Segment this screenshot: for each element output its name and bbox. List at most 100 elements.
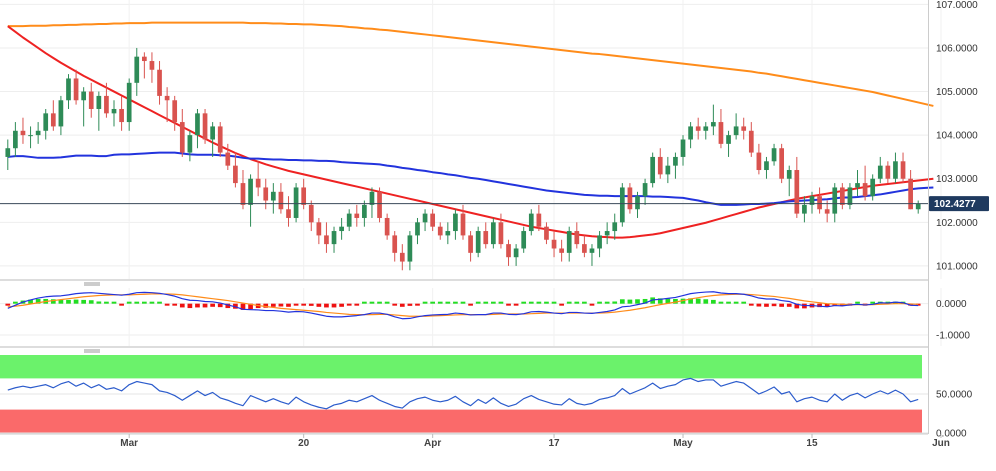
macd-histogram-bar [248,303,253,310]
candle-body [195,113,200,136]
price-y-tick-label: 102.0000 [936,218,978,229]
candle-body [870,178,876,197]
candle [483,222,489,249]
candle [278,183,284,214]
candle-body [202,113,208,140]
candle-body [673,156,678,166]
macd-histogram-bar [612,301,618,304]
macd-histogram-bar [498,301,504,304]
price-plot-background [0,0,928,279]
candle-body [908,178,913,210]
macd-line-series [7,291,919,320]
macd-histogram-bar [346,303,352,306]
candle-body [286,209,291,218]
macd-histogram-bar [619,299,625,304]
macd-histogram-bar [490,301,496,304]
candle [453,209,458,240]
macd-histogram-bar [521,301,527,304]
macd-histogram-bar [506,303,511,306]
candle-body [536,213,542,227]
candle-body [741,126,747,131]
candle [407,231,413,271]
candle-body [81,91,87,101]
candle [756,143,762,175]
x-axis: Mar20Apr17May15Jun19Jul [0,433,950,449]
candle [733,113,739,140]
macd-histogram-bar [331,303,337,308]
candle-body [817,196,822,210]
candle-body [566,231,572,253]
candle-body [316,222,322,236]
macd-histogram-bar [13,301,18,304]
candle [528,209,534,236]
candle-body [688,126,693,140]
candle [354,204,360,227]
candle [308,200,314,232]
macd-histogram-bar [73,299,79,304]
candle-body [498,222,504,245]
candle-body [839,187,845,205]
candle [293,183,299,223]
candle [460,204,466,240]
rsi-oversold-band [0,409,922,433]
x-tick-label: 20 [298,438,310,449]
candle-body [20,130,26,136]
candle-body [809,196,815,205]
candle-body [339,226,344,232]
candle [66,74,71,109]
macd-histogram-bar [566,301,572,304]
candle-body [13,130,18,149]
candle-body [915,203,921,210]
macd-signal-series [7,293,919,317]
macd-histogram-bar [483,301,489,304]
candle-body [597,235,602,249]
candle-body [225,152,231,166]
macd-histogram-bar [392,303,398,306]
candle [96,91,102,131]
macd-histogram-bar [711,299,716,304]
macd-histogram-bar [741,301,747,304]
candle [134,47,140,96]
candle-body [847,187,853,205]
candle [764,156,769,179]
candle-body [126,82,132,123]
resize-handle[interactable] [84,349,100,353]
candle-body [217,126,223,153]
resize-handle[interactable] [84,282,100,286]
macd-histogram-bar [582,301,587,304]
candle-body [384,217,390,236]
candle [521,226,527,253]
candle-body [635,196,640,210]
candle-body [900,161,906,179]
price-y-tick-label: 103.0000 [936,174,978,185]
macd-histogram-bar [293,303,299,306]
candle-body [399,252,405,262]
macd-histogram-bar [308,303,314,306]
macd-histogram-bar [96,301,102,304]
macd-histogram-bar [430,301,436,304]
candle-body [157,69,162,96]
candle-body [43,113,49,131]
macd-histogram-bar [726,301,731,304]
candle [324,222,329,253]
macd-histogram-bar [604,301,610,304]
sma-short-line [7,151,934,206]
candle [802,196,807,223]
candle-body [627,187,633,210]
candle [202,108,208,144]
candle-body [210,126,215,140]
macd-histogram-bar [377,301,382,304]
candle [832,183,838,223]
macd-histogram-bar [286,303,291,307]
candle [703,122,709,140]
macd-histogram-bar [415,303,420,306]
candle [847,183,853,210]
candle-body [369,191,375,205]
candle [210,122,215,157]
price-y-axis: 101.0000 102.0000 103.0000 104.0000 105.0000… [936,0,978,272]
candle-body [88,91,94,109]
price-gridlines [0,0,942,279]
candle [619,183,625,227]
macd-histogram-bar [688,298,693,304]
